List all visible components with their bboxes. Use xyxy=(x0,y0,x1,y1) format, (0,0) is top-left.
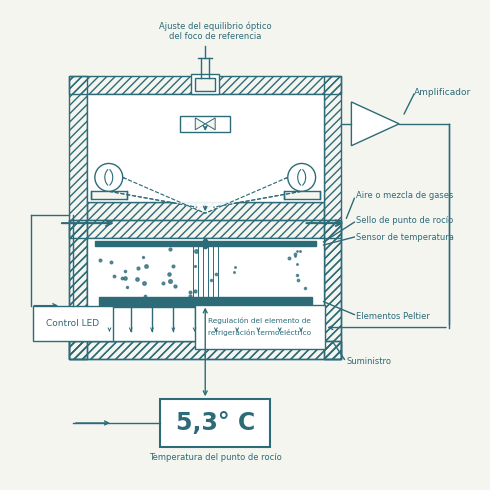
Bar xyxy=(95,241,316,246)
Bar xyxy=(69,76,342,94)
Bar xyxy=(99,297,312,307)
Text: Sensor de temperatura: Sensor de temperatura xyxy=(356,233,454,242)
Bar xyxy=(180,116,230,132)
Text: Elementos Peltier: Elementos Peltier xyxy=(356,312,430,321)
Bar xyxy=(284,191,319,199)
Bar xyxy=(69,342,342,359)
Bar xyxy=(69,342,342,359)
Bar xyxy=(69,220,342,238)
Polygon shape xyxy=(205,118,215,130)
Bar xyxy=(69,220,342,238)
Bar xyxy=(87,202,323,220)
Text: refrigeración termoeléctrico: refrigeración termoeléctrico xyxy=(208,329,312,337)
Text: Ajuste del equilibrio óptico
del foco de referencia: Ajuste del equilibrio óptico del foco de… xyxy=(159,21,271,41)
Text: Regulación del elemento de: Regulación del elemento de xyxy=(208,317,311,323)
Bar xyxy=(69,342,342,359)
Text: Control LED: Control LED xyxy=(47,319,99,328)
Bar xyxy=(69,220,87,359)
Text: Temperatura del punto de rocío: Temperatura del punto de rocío xyxy=(149,453,282,462)
Bar xyxy=(69,220,87,359)
Circle shape xyxy=(288,164,316,191)
Bar xyxy=(191,74,219,94)
Bar xyxy=(87,238,323,342)
Bar xyxy=(69,76,87,359)
Bar xyxy=(87,94,323,202)
Bar xyxy=(69,342,342,359)
Polygon shape xyxy=(104,179,307,212)
Text: Amplificador: Amplificador xyxy=(414,88,471,97)
Bar xyxy=(33,306,113,342)
Bar xyxy=(161,399,270,447)
Bar xyxy=(196,305,324,349)
Text: Suministro: Suministro xyxy=(346,357,392,366)
Bar xyxy=(323,220,342,359)
Bar xyxy=(69,76,87,359)
Bar xyxy=(196,78,215,91)
Circle shape xyxy=(95,164,122,191)
Bar xyxy=(323,220,342,359)
Bar xyxy=(323,76,342,359)
Bar xyxy=(91,191,127,199)
Polygon shape xyxy=(196,118,205,130)
Bar xyxy=(87,202,323,220)
Text: Aire o mezcla de gases: Aire o mezcla de gases xyxy=(356,191,454,200)
Text: Sello de punto de rocío: Sello de punto de rocío xyxy=(356,216,454,224)
Polygon shape xyxy=(351,102,399,146)
Text: 5,3° C: 5,3° C xyxy=(175,411,255,435)
Bar xyxy=(323,76,342,359)
Bar xyxy=(69,76,342,94)
